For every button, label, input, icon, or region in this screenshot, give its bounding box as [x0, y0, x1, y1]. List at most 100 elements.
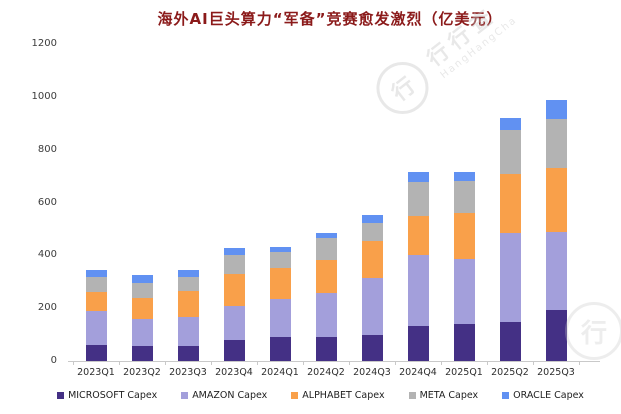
x-axis-tick — [165, 361, 166, 365]
bar-segment-microsoft-capex — [177, 345, 199, 361]
bar-segment-amazon-capex — [223, 305, 245, 341]
bar-segment-oracle-capex — [499, 117, 521, 131]
bar-segment-meta-capex — [85, 276, 107, 292]
x-axis-label: 2023Q3 — [169, 367, 207, 378]
legend-item-oracle-capex: ORACLE Capex — [502, 390, 584, 401]
bar-segment-meta-capex — [361, 222, 383, 242]
bar-segment-alphabet-capex — [545, 167, 567, 232]
bar-segment-amazon-capex — [85, 310, 107, 346]
bar-segment-microsoft-capex — [269, 337, 291, 361]
y-axis-tick-label: 800 — [37, 143, 57, 155]
bar-segment-oracle-capex — [85, 270, 107, 277]
bar-segment-oracle-capex — [269, 246, 291, 252]
y-axis-tick-label: 200 — [37, 302, 57, 314]
legend-swatch-oracle-capex — [502, 392, 510, 399]
bar-segment-alphabet-capex — [131, 298, 153, 319]
x-axis-label: 2024Q4 — [399, 367, 437, 378]
bar-segment-alphabet-capex — [407, 216, 429, 255]
x-axis-tick — [395, 361, 396, 365]
bar-segment-oracle-capex — [131, 275, 153, 284]
bar-segment-alphabet-capex — [269, 267, 291, 300]
legend-swatch-microsoft-capex — [57, 392, 65, 399]
bar-segment-alphabet-capex — [361, 241, 383, 278]
bar-2025q3 — [545, 100, 567, 361]
x-axis-label: 2024Q1 — [261, 367, 299, 378]
x-axis-label: 2025Q2 — [491, 367, 529, 378]
legend-swatch-alphabet-capex — [291, 392, 299, 399]
bar-segment-amazon-capex — [545, 231, 567, 310]
bar-segment-oracle-capex — [177, 269, 199, 278]
y-axis-tick-label: 400 — [37, 249, 57, 261]
bar-segment-microsoft-capex — [223, 340, 245, 361]
legend-label: META Capex — [419, 390, 479, 401]
bar-2023q1 — [85, 270, 107, 361]
legend-swatch-meta-capex — [408, 392, 416, 399]
bar-2024q3 — [361, 215, 383, 361]
bar-2023q4 — [223, 247, 245, 361]
y-axis-tick-label: 1000 — [31, 90, 57, 102]
x-axis-label: 2024Q2 — [307, 367, 345, 378]
bar-segment-oracle-capex — [545, 100, 567, 119]
bar-segment-alphabet-capex — [85, 291, 107, 311]
x-axis-tick — [257, 361, 258, 365]
bar-segment-alphabet-capex — [499, 173, 521, 233]
bar-segment-alphabet-capex — [223, 273, 245, 306]
bar-segment-microsoft-capex — [407, 325, 429, 361]
legend-label: ALPHABET Capex — [302, 390, 385, 401]
plot-area — [68, 44, 600, 365]
bar-segment-meta-capex — [269, 251, 291, 268]
bar-2023q2 — [131, 275, 153, 361]
bar-segment-alphabet-capex — [315, 259, 337, 293]
legend-label: MICROSOFT Capex — [68, 390, 158, 401]
bar-segment-meta-capex — [545, 118, 567, 168]
bar-2024q1 — [269, 246, 291, 361]
bar-segment-meta-capex — [223, 255, 245, 274]
legend-item-alphabet-capex: ALPHABET Capex — [291, 390, 385, 401]
x-axis-label: 2023Q2 — [123, 367, 161, 378]
x-axis-tick — [441, 361, 442, 365]
bar-segment-alphabet-capex — [177, 291, 199, 317]
y-axis-tick-label: 600 — [37, 196, 57, 208]
bar-segment-oracle-capex — [407, 172, 429, 182]
bar-segment-meta-capex — [177, 277, 199, 292]
bar-segment-microsoft-capex — [131, 345, 153, 361]
legend-item-microsoft-capex: MICROSOFT Capex — [57, 390, 157, 401]
bar-segment-microsoft-capex — [499, 321, 521, 361]
x-axis-label: 2023Q4 — [215, 367, 253, 378]
bar-segment-amazon-capex — [315, 292, 337, 337]
x-axis-tick — [579, 361, 580, 365]
bar-segment-meta-capex — [453, 181, 475, 213]
bar-2024q4 — [407, 172, 429, 361]
bar-segment-amazon-capex — [407, 254, 429, 326]
bar-segment-microsoft-capex — [453, 323, 475, 361]
x-axis-label: 2025Q3 — [537, 367, 575, 378]
bar-segment-microsoft-capex — [545, 309, 567, 361]
bar-segment-meta-capex — [407, 181, 429, 216]
legend-item-meta-capex: META Capex — [408, 390, 479, 401]
x-axis-tick — [487, 361, 488, 365]
legend-item-amazon-capex: AMAZON Capex — [181, 390, 267, 401]
x-axis-label: 2025Q1 — [445, 367, 483, 378]
bar-segment-meta-capex — [315, 237, 337, 260]
bar-segment-amazon-capex — [131, 318, 153, 346]
bar-segment-meta-capex — [499, 130, 521, 174]
bar-segment-microsoft-capex — [315, 336, 337, 361]
bar-segment-amazon-capex — [269, 299, 291, 338]
bar-segment-amazon-capex — [453, 259, 475, 324]
legend: MICROSOFT Capex AMAZON Capex ALPHABET Cape… — [40, 390, 601, 401]
x-axis-label: 2024Q3 — [353, 367, 391, 378]
chart-title: 海外AI巨头算力“军备”竞赛愈发激烈（亿美元） — [157, 10, 503, 28]
x-axis-tick — [349, 361, 350, 365]
bar-segment-amazon-capex — [499, 232, 521, 322]
legend-label: ORACLE Capex — [513, 390, 584, 401]
bar-segment-amazon-capex — [361, 277, 383, 336]
bar-segment-meta-capex — [131, 283, 153, 299]
bar-segment-oracle-capex — [453, 171, 475, 182]
legend-swatch-amazon-capex — [181, 392, 189, 399]
bar-segment-oracle-capex — [315, 233, 337, 238]
x-axis-tick — [211, 361, 212, 365]
bar-segment-oracle-capex — [361, 215, 383, 223]
x-axis-tick — [73, 361, 74, 365]
y-axis-tick-label: 1200 — [31, 38, 57, 49]
